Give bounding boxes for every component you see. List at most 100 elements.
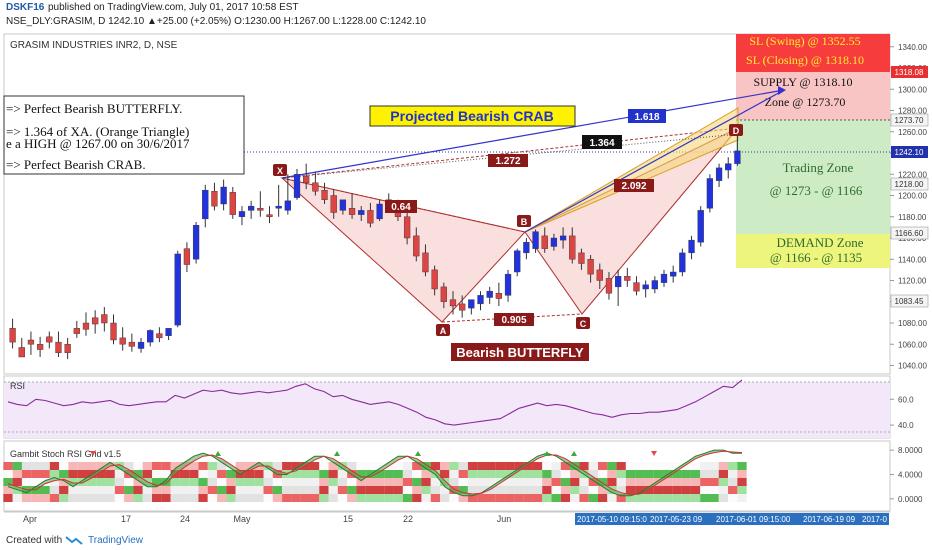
grid-cell: [59, 462, 69, 470]
grid-cell: [31, 462, 41, 470]
grid-cell: [532, 494, 543, 502]
grid-cell: [570, 494, 580, 502]
grid-cell: [681, 462, 691, 470]
grid-cell: [402, 462, 413, 470]
grid-cell: [347, 478, 357, 486]
candle-body: [725, 163, 732, 171]
grid-cell: [421, 470, 431, 478]
projected-crab-box: [369, 105, 576, 127]
point-d-marker: [729, 124, 743, 136]
grid-cell: [532, 462, 543, 470]
candle-body: [495, 293, 502, 299]
grid-cell: [375, 486, 385, 494]
price-tick-label: 1340.00: [898, 43, 927, 52]
grid-cell: [309, 470, 320, 478]
candle-body: [18, 347, 25, 358]
supply-zone: [736, 72, 890, 120]
grid-cell: [244, 462, 255, 470]
grid-cell: [514, 470, 524, 478]
grid-cell: [319, 478, 329, 486]
grid-cell: [356, 470, 366, 478]
stoch-fill: [8, 450, 742, 496]
grid-cell: [709, 478, 719, 486]
grid-cell: [532, 470, 543, 478]
grid-cell: [114, 478, 125, 486]
published-text: published on TradingView.com, July 01, 2…: [48, 2, 299, 13]
grid-cell: [709, 494, 719, 502]
grid-cell: [272, 494, 283, 502]
grid-cell: [449, 470, 459, 478]
grid-cell: [291, 462, 301, 470]
grid-cell: [319, 486, 329, 494]
grid-cell: [597, 470, 608, 478]
candle-body: [651, 280, 658, 290]
candle-body: [440, 286, 447, 302]
grid-cell: [551, 470, 561, 478]
grid-cell: [198, 478, 208, 486]
grid-cell: [226, 470, 236, 478]
badge-1242: [891, 146, 928, 158]
sl-closing-label: SL (Closing) @ 1318.10: [746, 53, 864, 67]
candle-body: [238, 211, 246, 217]
grid-cell: [505, 478, 515, 486]
grid-cell: [96, 494, 106, 502]
candle-body: [468, 299, 475, 309]
candle-body: [413, 235, 420, 257]
grid-cell: [486, 478, 496, 486]
grid-cell: [207, 486, 218, 494]
rsi-title: RSI: [10, 381, 25, 391]
signal-up-3: [415, 451, 421, 456]
time-label-17: 17: [121, 514, 131, 524]
grid-cell: [393, 462, 403, 470]
grid-cell: [728, 478, 738, 486]
grid-cell: [718, 478, 729, 486]
signal-up-5: [571, 451, 577, 456]
candle-body: [284, 200, 291, 211]
grid-cell: [737, 478, 747, 486]
grid-cell: [347, 486, 357, 494]
grid-cell: [142, 462, 153, 470]
grid-cell: [86, 494, 97, 502]
trading-label-1: Trading Zone: [783, 160, 854, 175]
grid-cell: [700, 478, 710, 486]
price-tick-label: 1200.00: [898, 192, 927, 201]
grid-cell: [49, 462, 60, 470]
grid-cell: [607, 478, 617, 486]
grid-cell: [412, 470, 422, 478]
grid-cell: [495, 462, 506, 470]
grid-cell: [133, 478, 143, 486]
grid-cell: [672, 470, 682, 478]
grid-cell: [49, 494, 60, 502]
grid-cell: [440, 486, 450, 494]
grid-cell: [625, 486, 636, 494]
rsi-band: [4, 382, 890, 438]
grid-cell: [728, 462, 738, 470]
grid-cell: [59, 470, 69, 478]
grid-cell: [644, 494, 654, 502]
grid-cell: [412, 494, 422, 502]
grid-cell: [337, 486, 348, 494]
candle-body: [605, 278, 613, 294]
time-label-apr: Apr: [23, 514, 37, 524]
grid-cell: [300, 470, 310, 478]
price-tick-label: 1060.00: [898, 340, 927, 349]
grid-cell: [653, 462, 664, 470]
grid-cell: [21, 462, 32, 470]
point-b-marker: [517, 215, 531, 227]
grid-cell: [59, 486, 69, 494]
grid-cell: [309, 494, 320, 502]
grid-cell: [467, 486, 478, 494]
grid-cell: [152, 494, 162, 502]
candle-body: [202, 189, 209, 220]
grid-cell: [644, 486, 654, 494]
grid-cell: [161, 494, 171, 502]
grid-cell: [700, 462, 710, 470]
grid-cell: [142, 470, 153, 478]
author-link[interactable]: DSKF16: [6, 2, 45, 13]
ratio-1364: 1.364: [589, 138, 614, 149]
grid-cell: [653, 470, 664, 478]
tradingview-link[interactable]: TradingView: [88, 535, 144, 546]
grid-cell: [198, 462, 208, 470]
point-b: B: [521, 217, 528, 227]
grid-cell: [291, 478, 301, 486]
